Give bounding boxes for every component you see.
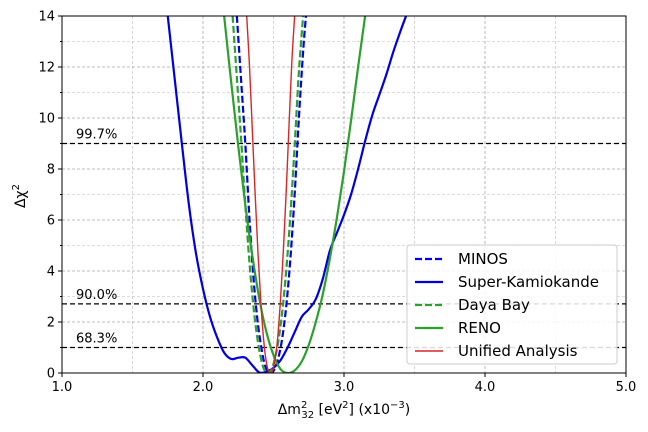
series-line-unified-analysis [246, 16, 296, 373]
y-tick-label: 10 [38, 112, 55, 127]
x-axis-ticks: 1.0 2.0 3.0 4.0 5.0 [52, 373, 637, 395]
y-tick-label: 2 [47, 316, 55, 331]
legend-label: Daya Bay [458, 296, 530, 314]
y-tick-label: 0 [47, 367, 55, 382]
legend-label: RENO [458, 319, 501, 337]
x-tick-label: 2.0 [193, 380, 214, 395]
confidence-level-label: 90.0% [76, 288, 117, 303]
series-line-super-kamiokande [166, 16, 408, 373]
x-tick-label: 5.0 [616, 380, 637, 395]
confidence-level-label: 68.3% [76, 332, 117, 347]
x-tick-label: 1.0 [52, 380, 73, 395]
x-tick-label: 4.0 [475, 380, 496, 395]
y-axis-label: Δχ2 [11, 184, 29, 208]
legend-label: Super-Kamiokande [458, 273, 599, 291]
confidence-level-lines: 99.7% 90.0% 68.3% [62, 128, 626, 349]
y-tick-label: 6 [47, 214, 55, 229]
y-tick-label: 4 [47, 265, 55, 280]
legend-label: MINOS [458, 250, 508, 268]
legend-label: Unified Analysis [458, 342, 578, 360]
series-line-reno [223, 16, 367, 373]
legend: MINOS Super-Kamiokande Daya Bay RENO Unified… [406, 244, 618, 365]
confidence-level-label: 99.7% [76, 128, 117, 143]
x-tick-label: 3.0 [334, 380, 355, 395]
y-tick-label: 12 [38, 61, 55, 76]
legend-box [406, 244, 618, 365]
y-tick-label: 14 [38, 10, 55, 25]
y-tick-label: 8 [47, 163, 55, 178]
x-axis-label: Δm2 32 [eV2] (x10−3) [278, 400, 411, 421]
y-axis-ticks: 0 2 4 6 8 10 12 14 [38, 10, 62, 382]
